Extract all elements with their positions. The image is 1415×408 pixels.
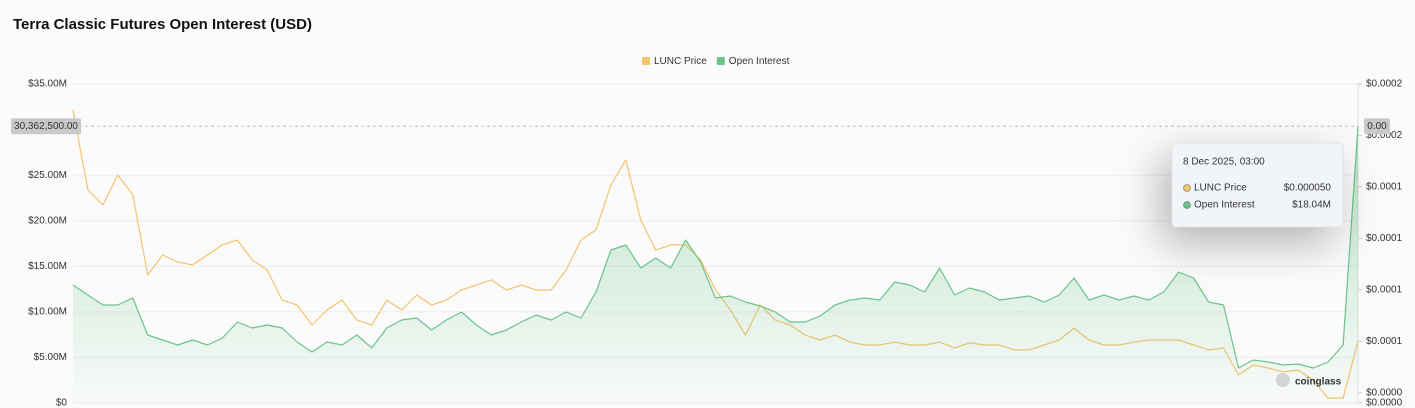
legend-swatch: [716, 57, 725, 65]
area: [73, 126, 1358, 404]
y2-tick-label: $0.0001: [1366, 336, 1403, 347]
tooltip-dot: [1183, 201, 1191, 209]
crosshair-label: 30,362,500.00: [14, 121, 78, 132]
y-tick-label: $35.00M: [28, 79, 67, 90]
y-tick-label: $20.00M: [28, 215, 67, 226]
y2-tick-label: $0.0001: [1366, 182, 1403, 193]
watermark: coinglass: [1295, 377, 1342, 388]
crosshair-label-box: [1364, 118, 1390, 135]
legend-label: Open Interest: [729, 56, 790, 67]
legend-swatch: [642, 57, 650, 65]
y-tick-label: $0: [56, 398, 68, 408]
crosshair-y2-label: 0.00: [1367, 121, 1387, 132]
series-line: [72, 126, 1359, 369]
y2-tick-label: $0.0000: [1366, 398, 1403, 408]
tooltip-name: LUNC Price: [1194, 183, 1247, 194]
y-tick-label: $15.00M: [28, 261, 67, 272]
y2-tick-label: $0.0001: [1366, 284, 1403, 295]
y-tick-label: $10.00M: [28, 306, 67, 317]
tooltip-name: Open Interest: [1194, 200, 1255, 211]
y-tick-label: $25.00M: [28, 170, 67, 181]
tooltip-value: $18.04M: [1292, 200, 1331, 211]
y2-tick-label: $0.0001: [1366, 233, 1403, 244]
legend-label: LUNC Price: [654, 56, 707, 67]
crosshair-label-box: [11, 118, 81, 135]
tooltip-box: [1171, 142, 1344, 228]
tooltip-title: 8 Dec 2025, 03:00: [1183, 157, 1265, 168]
watermark-logo: [1276, 373, 1290, 387]
tooltip-dot: [1183, 184, 1191, 192]
y2-tick-label: $0.0002: [1366, 79, 1403, 90]
tooltip-value: $0.000050: [1284, 183, 1332, 194]
y2-tick-label: $0.0002: [1366, 130, 1403, 141]
y-tick-label: $5.00M: [34, 352, 67, 363]
chart-title: Terra Classic Futures Open Interest (USD…: [13, 16, 312, 33]
y2-tick-label: $0.0000: [1366, 387, 1403, 398]
